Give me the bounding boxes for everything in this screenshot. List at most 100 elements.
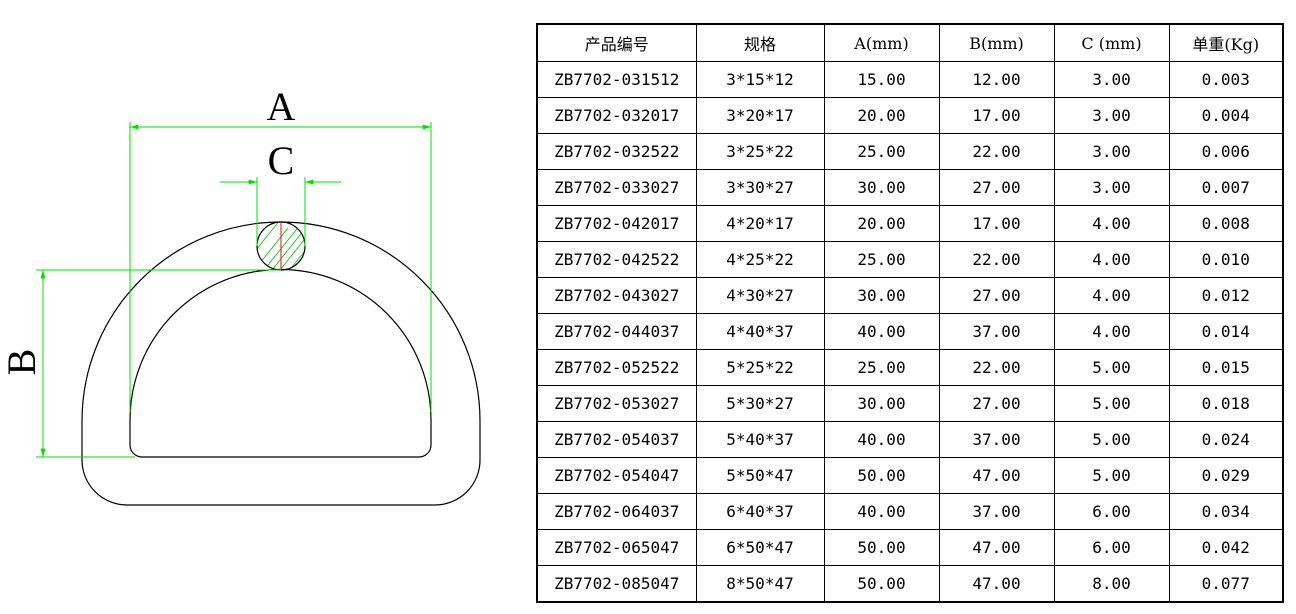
cell-weight: 0.012 [1168, 277, 1284, 314]
cell-b: 47.00 [938, 457, 1055, 494]
d-ring-inner-outline [129, 268, 432, 458]
cell-b: 37.00 [938, 493, 1055, 530]
cell-c: 4.00 [1053, 241, 1170, 278]
header-product-code: 产品编号 [536, 23, 697, 62]
table-row: ZB7702-085047 8*50*47 50.00 47.00 8.00 0.077 [536, 565, 1284, 603]
cell-weight: 0.029 [1168, 457, 1284, 494]
cell-weight: 0.007 [1168, 169, 1284, 206]
cell-c: 4.00 [1053, 313, 1170, 350]
table-row: ZB7702-043027 4*30*27 30.00 27.00 4.00 0.012 [536, 277, 1284, 314]
cell-b: 22.00 [938, 349, 1055, 386]
header-spec: 规格 [695, 23, 825, 62]
cell-b: 37.00 [938, 421, 1055, 458]
cell-a: 50.00 [823, 565, 940, 603]
cell-b: 37.00 [938, 313, 1055, 350]
cell-product-code: ZB7702-044037 [536, 313, 697, 350]
cell-weight: 0.006 [1168, 133, 1284, 170]
cell-b: 17.00 [938, 205, 1055, 242]
cell-c: 4.00 [1053, 277, 1170, 314]
cell-product-code: ZB7702-031512 [536, 61, 697, 98]
cell-spec: 6*40*37 [695, 493, 825, 530]
cell-a: 50.00 [823, 457, 940, 494]
cell-weight: 0.004 [1168, 97, 1284, 134]
cell-c: 5.00 [1053, 385, 1170, 422]
cell-spec: 5*30*27 [695, 385, 825, 422]
table-row: ZB7702-065047 6*50*47 50.00 47.00 6.00 0.042 [536, 529, 1284, 566]
cell-spec: 3*20*17 [695, 97, 825, 134]
cell-product-code: ZB7702-054047 [536, 457, 697, 494]
cell-c: 6.00 [1053, 529, 1170, 566]
cell-weight: 0.008 [1168, 205, 1284, 242]
cell-weight: 0.018 [1168, 385, 1284, 422]
cell-product-code: ZB7702-032017 [536, 97, 697, 134]
table-row: ZB7702-052522 5*25*22 25.00 22.00 5.00 0.015 [536, 349, 1284, 386]
header-b: B(mm) [938, 23, 1055, 62]
cell-b: 22.00 [938, 241, 1055, 278]
cell-c: 4.00 [1053, 205, 1170, 242]
cell-b: 17.00 [938, 97, 1055, 134]
cell-c: 6.00 [1053, 493, 1170, 530]
table-row: ZB7702-054047 5*50*47 50.00 47.00 5.00 0.029 [536, 457, 1284, 494]
header-weight: 单重(Kg) [1168, 23, 1284, 62]
cell-a: 50.00 [823, 529, 940, 566]
cell-b: 27.00 [938, 385, 1055, 422]
cell-product-code: ZB7702-065047 [536, 529, 697, 566]
cell-spec: 4*30*27 [695, 277, 825, 314]
cell-weight: 0.014 [1168, 313, 1284, 350]
cell-spec: 8*50*47 [695, 565, 825, 603]
cell-weight: 0.042 [1168, 529, 1284, 566]
cell-weight: 0.077 [1168, 565, 1284, 603]
cell-weight: 0.010 [1168, 241, 1284, 278]
cell-c: 3.00 [1053, 97, 1170, 134]
cell-a: 30.00 [823, 277, 940, 314]
cell-c: 8.00 [1053, 565, 1170, 603]
cell-a: 40.00 [823, 421, 940, 458]
d-ring-drawing: A C B [0, 84, 481, 506]
dimension-b-label: B [0, 349, 44, 376]
table-row: ZB7702-032522 3*25*22 25.00 22.00 3.00 0.006 [536, 133, 1284, 170]
cell-product-code: ZB7702-064037 [536, 493, 697, 530]
cell-product-code: ZB7702-042522 [536, 241, 697, 278]
cell-spec: 5*50*47 [695, 457, 825, 494]
cell-product-code: ZB7702-033027 [536, 169, 697, 206]
header-c: C (mm) [1053, 23, 1170, 62]
cell-weight: 0.024 [1168, 421, 1284, 458]
cell-spec: 4*25*22 [695, 241, 825, 278]
cell-a: 40.00 [823, 493, 940, 530]
cell-product-code: ZB7702-054037 [536, 421, 697, 458]
table-row: ZB7702-032017 3*20*17 20.00 17.00 3.00 0.004 [536, 97, 1284, 134]
cell-spec: 5*25*22 [695, 349, 825, 386]
table-header-row: 产品编号 规格 A(mm) B(mm) C (mm) 单重(Kg) [536, 23, 1284, 62]
cell-weight: 0.003 [1168, 61, 1284, 98]
cell-b: 47.00 [938, 529, 1055, 566]
cell-spec: 3*30*27 [695, 169, 825, 206]
cell-c: 3.00 [1053, 133, 1170, 170]
cell-a: 30.00 [823, 169, 940, 206]
cell-b: 27.00 [938, 277, 1055, 314]
table-row: ZB7702-033027 3*30*27 30.00 27.00 3.00 0.007 [536, 169, 1284, 206]
cell-product-code: ZB7702-042017 [536, 205, 697, 242]
d-ring-outer-outline [81, 221, 481, 506]
cell-a: 20.00 [823, 205, 940, 242]
cell-product-code: ZB7702-043027 [536, 277, 697, 314]
cell-spec: 5*40*37 [695, 421, 825, 458]
cell-b: 47.00 [938, 565, 1055, 603]
dimension-a-label: A [267, 84, 296, 129]
table-row: ZB7702-064037 6*40*37 40.00 37.00 6.00 0.034 [536, 493, 1284, 530]
table-row: ZB7702-042522 4*25*22 25.00 22.00 4.00 0.010 [536, 241, 1284, 278]
cell-spec: 6*50*47 [695, 529, 825, 566]
cell-a: 30.00 [823, 385, 940, 422]
cell-a: 40.00 [823, 313, 940, 350]
cell-b: 27.00 [938, 169, 1055, 206]
cell-spec: 4*40*37 [695, 313, 825, 350]
header-a: A(mm) [823, 23, 940, 62]
cell-weight: 0.034 [1168, 493, 1284, 530]
cell-c: 5.00 [1053, 421, 1170, 458]
cell-spec: 3*25*22 [695, 133, 825, 170]
table-row: ZB7702-031512 3*15*12 15.00 12.00 3.00 0.003 [536, 61, 1284, 98]
table-row: ZB7702-053027 5*30*27 30.00 27.00 5.00 0.018 [536, 385, 1284, 422]
table-row: ZB7702-054037 5*40*37 40.00 37.00 5.00 0.024 [536, 421, 1284, 458]
cell-a: 25.00 [823, 241, 940, 278]
spec-table: 产品编号 规格 A(mm) B(mm) C (mm) 单重(Kg) ZB7702-0315… [536, 23, 1284, 603]
table-row: ZB7702-042017 4*20*17 20.00 17.00 4.00 0.008 [536, 205, 1284, 242]
